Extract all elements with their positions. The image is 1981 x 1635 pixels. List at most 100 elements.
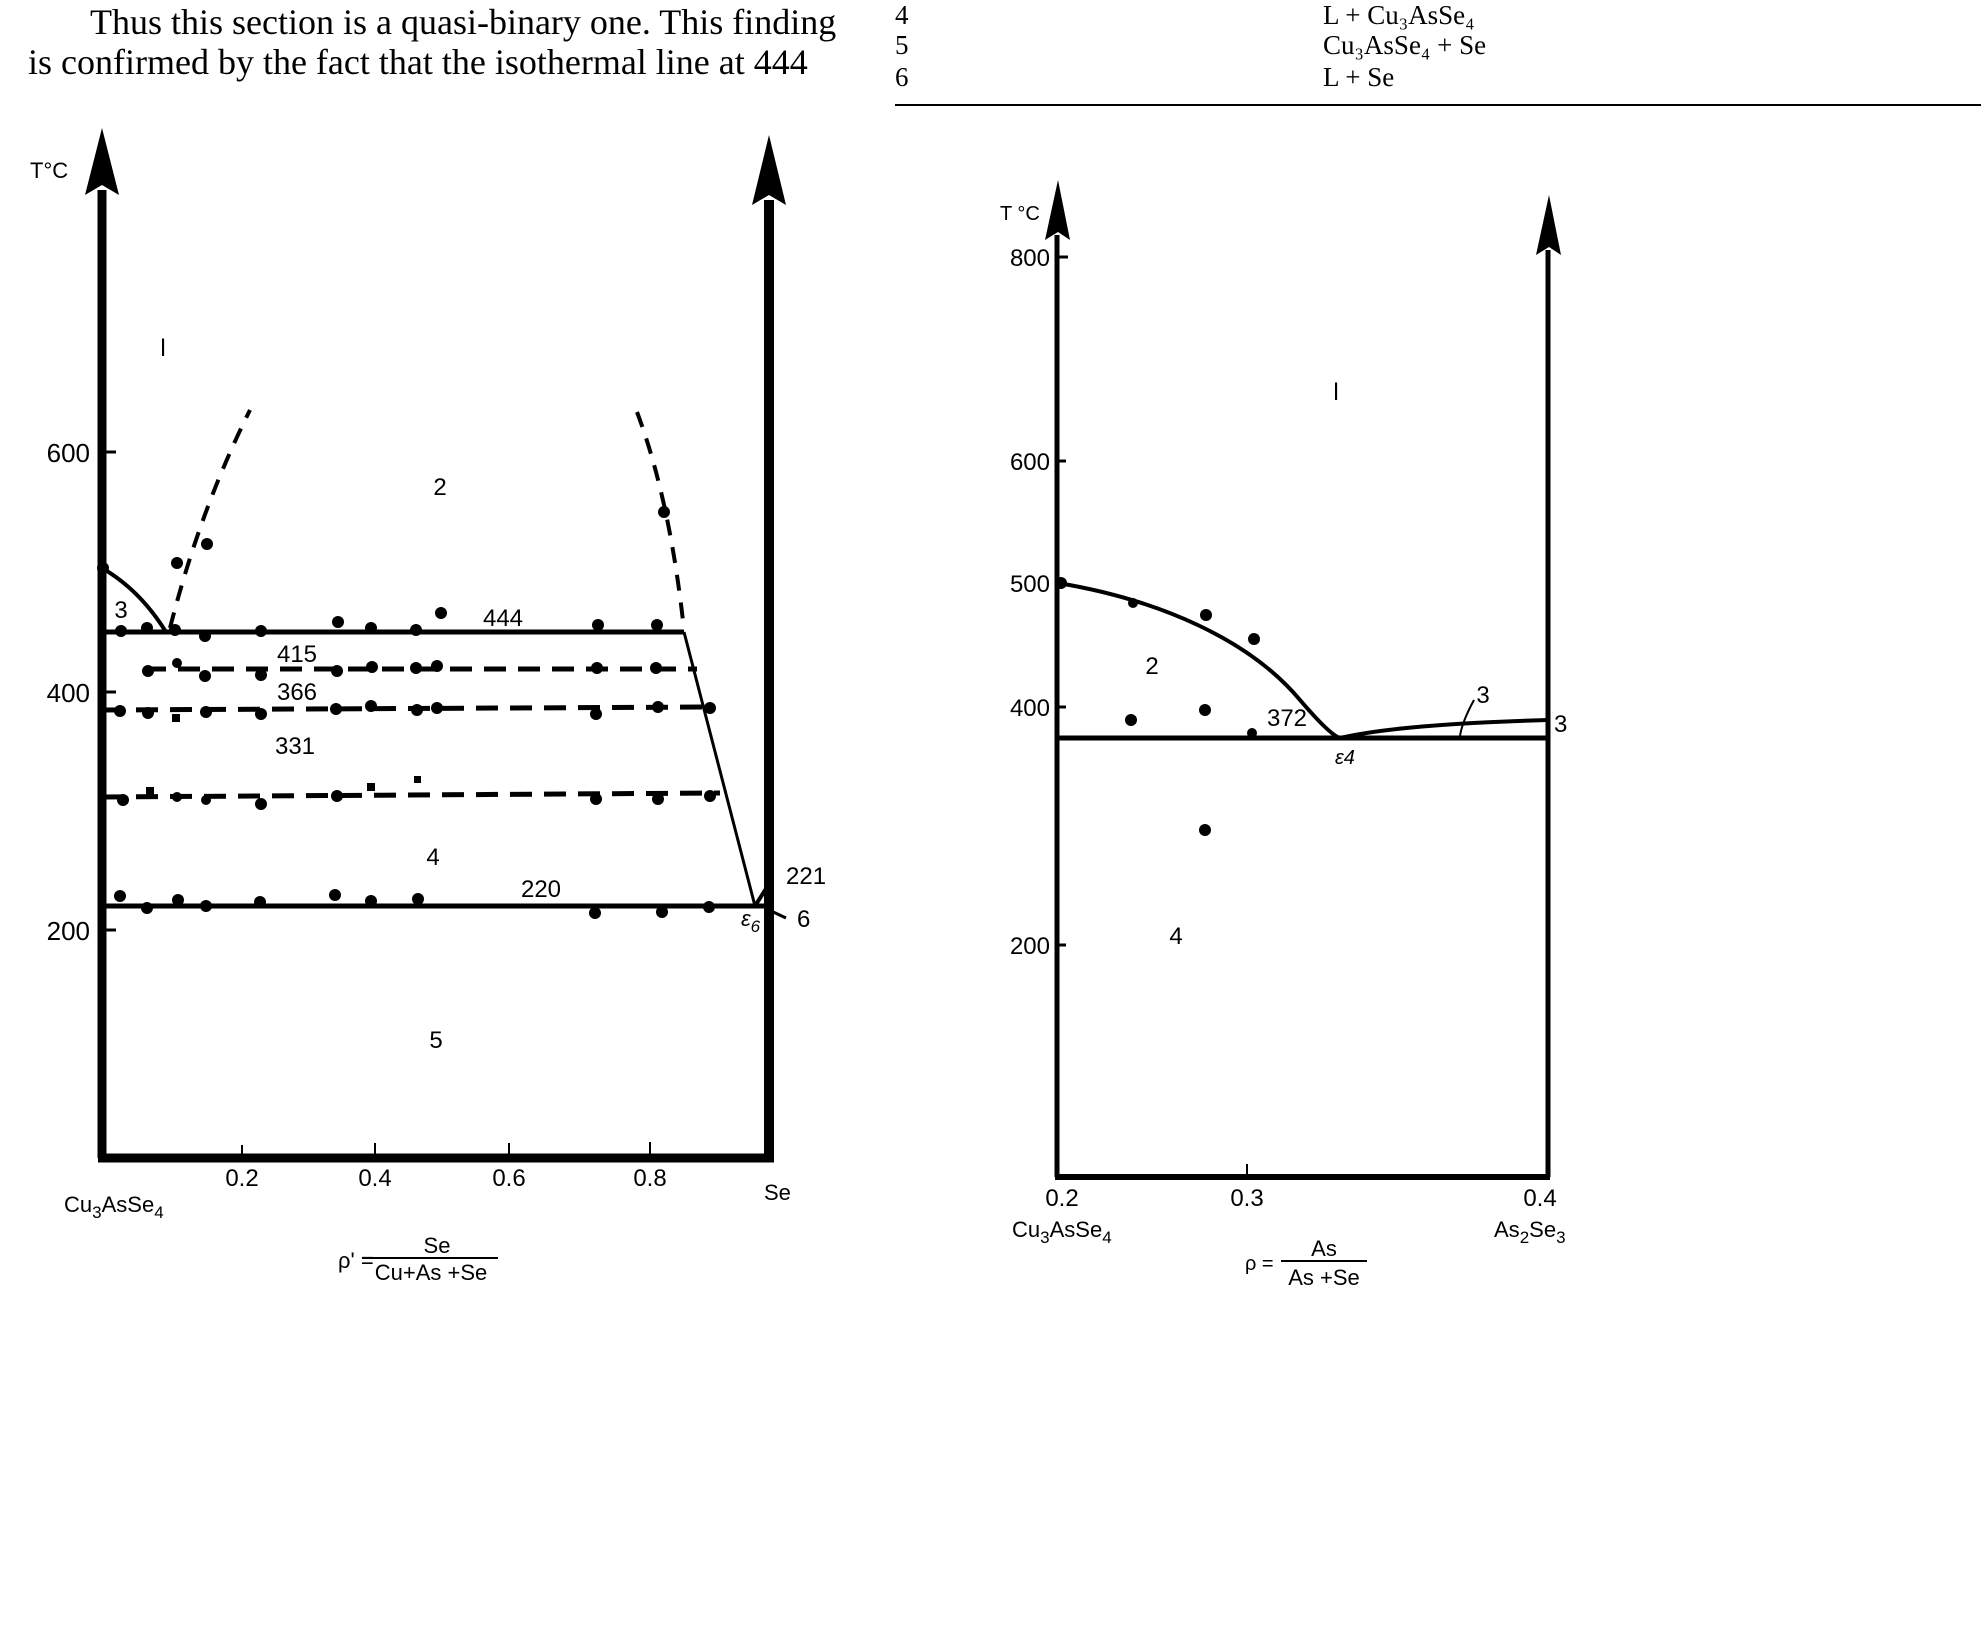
right-x-tick-label: 0.4 xyxy=(1523,1185,1556,1212)
left-liquidus-cu3asse4-curve xyxy=(100,566,168,634)
legend-row-phase: L + Se xyxy=(1323,62,1395,92)
left-x-tick-label: 0.8 xyxy=(633,1165,666,1192)
left-immiscibility-dashed-curve-right xyxy=(635,411,686,631)
right-x-end-compound-label: As2Se3 xyxy=(1494,1217,1566,1247)
right-x-start-compound-label: Cu3AsSe4 xyxy=(1012,1217,1112,1247)
left-region-label-6: 6 xyxy=(797,906,810,933)
data-point xyxy=(115,625,127,637)
data-point xyxy=(652,793,664,805)
legend-row-phase: L + Cu₃AsSe₄ xyxy=(1323,0,1475,30)
right-x-formula-numerator: As xyxy=(1311,1236,1337,1261)
right-region-label-4: 4 xyxy=(1169,923,1182,950)
data-point xyxy=(331,665,343,677)
left-right-axis-arrow-icon xyxy=(752,135,786,205)
left-x-formula-numerator: Se xyxy=(424,1233,451,1258)
right-y-tick-label: 200 xyxy=(1010,933,1050,960)
right-region-label-3: 3 xyxy=(1476,682,1489,709)
data-point xyxy=(200,706,212,718)
data-point xyxy=(199,670,211,682)
right-y-tick-label: 400 xyxy=(1010,695,1050,722)
right-x-formula-prefix: ρ = xyxy=(1245,1253,1274,1275)
data-point xyxy=(367,783,375,791)
data-point xyxy=(1128,598,1138,608)
data-point xyxy=(146,787,154,795)
data-point xyxy=(412,893,424,905)
table-bottom-rule xyxy=(895,104,1981,106)
data-point xyxy=(366,661,378,673)
data-point xyxy=(117,794,129,806)
data-point xyxy=(97,562,109,574)
data-point xyxy=(704,790,716,802)
data-point xyxy=(255,708,267,720)
left-y-axis-arrow-icon xyxy=(85,128,119,195)
right-y-tick-label: 500 xyxy=(1010,571,1050,598)
left-isotherm-366 xyxy=(101,704,713,713)
data-point xyxy=(172,658,182,668)
right-region-label-3-edge: 3 xyxy=(1554,711,1567,738)
right-phase-diagram: 800 600 500 400 200 T °C 0.2 0.3 0.4 Cu3… xyxy=(1000,180,1567,1290)
right-x-tick-label: 0.3 xyxy=(1230,1185,1263,1212)
data-point xyxy=(332,616,344,628)
legend-row-number: 4 xyxy=(895,0,909,30)
left-x-tick-label: 0.2 xyxy=(225,1165,258,1192)
left-region-label-1: l xyxy=(160,335,165,362)
data-point xyxy=(590,793,602,805)
body-text: Thus this section is a quasi-binary one.… xyxy=(28,2,837,82)
data-point xyxy=(592,619,604,631)
data-point xyxy=(172,714,180,722)
left-region-label-4: 4 xyxy=(426,844,439,871)
left-x-tick-label: 0.6 xyxy=(492,1165,525,1192)
left-isotherm-label-331: 331 xyxy=(275,733,315,760)
right-region-3-pointer xyxy=(1459,699,1475,737)
right-y-tick-label: 600 xyxy=(1010,449,1050,476)
left-isotherm-label-415: 415 xyxy=(277,641,317,668)
body-text-line-2: is confirmed by the fact that the isothe… xyxy=(28,42,808,82)
data-point xyxy=(114,705,126,717)
data-point xyxy=(199,630,211,642)
right-liquidus-curve xyxy=(1057,581,1341,740)
right-region-label-2: 2 xyxy=(1145,653,1158,680)
right-region-label-1: l xyxy=(1333,379,1338,406)
legend-row-number: 6 xyxy=(895,62,909,92)
left-phase-diagram: 600 400 200 T°C 0.2 0.4 0.6 0.8 Cu3AsSe4… xyxy=(30,128,826,1285)
data-point xyxy=(704,702,716,714)
right-right-axis-arrow-icon xyxy=(1536,195,1561,255)
data-point xyxy=(651,619,663,631)
data-point xyxy=(1247,728,1257,738)
data-point xyxy=(141,902,153,914)
data-point xyxy=(411,704,423,716)
data-point xyxy=(329,889,341,901)
left-x-start-compound-label: Cu3AsSe4 xyxy=(64,1192,164,1222)
data-point xyxy=(142,707,154,719)
data-point xyxy=(201,538,213,550)
right-x-tick-label: 0.2 xyxy=(1045,1185,1078,1212)
left-y-tick-label: 200 xyxy=(47,916,90,946)
right-data-points xyxy=(1055,577,1260,836)
data-point xyxy=(410,624,422,636)
left-x-tick-label: 0.4 xyxy=(358,1165,391,1192)
data-point xyxy=(141,622,153,634)
data-point xyxy=(365,700,377,712)
data-point xyxy=(703,901,715,913)
left-x-formula-prefix: ρ' = xyxy=(338,1248,374,1273)
data-point xyxy=(591,662,603,674)
data-point xyxy=(658,506,670,518)
data-point xyxy=(590,708,602,720)
right-y-axis-arrow-icon xyxy=(1045,180,1070,240)
data-point xyxy=(650,662,662,674)
left-y-axis-title: T°C xyxy=(30,158,68,183)
body-text-line-1: Thus this section is a quasi-binary one.… xyxy=(90,2,837,42)
data-point xyxy=(172,792,182,802)
data-point xyxy=(365,895,377,907)
left-x-end-element-label: Se xyxy=(764,1180,791,1205)
data-point xyxy=(410,662,422,674)
data-point xyxy=(435,607,447,619)
data-point xyxy=(652,701,664,713)
data-point xyxy=(172,894,184,906)
left-y-tick-label: 400 xyxy=(47,678,90,708)
data-point xyxy=(431,702,443,714)
right-as2se3-liquidus-curve xyxy=(1339,718,1549,740)
data-point xyxy=(1199,704,1211,716)
left-isotherm-label-220: 220 xyxy=(521,876,561,903)
data-point xyxy=(142,665,154,677)
